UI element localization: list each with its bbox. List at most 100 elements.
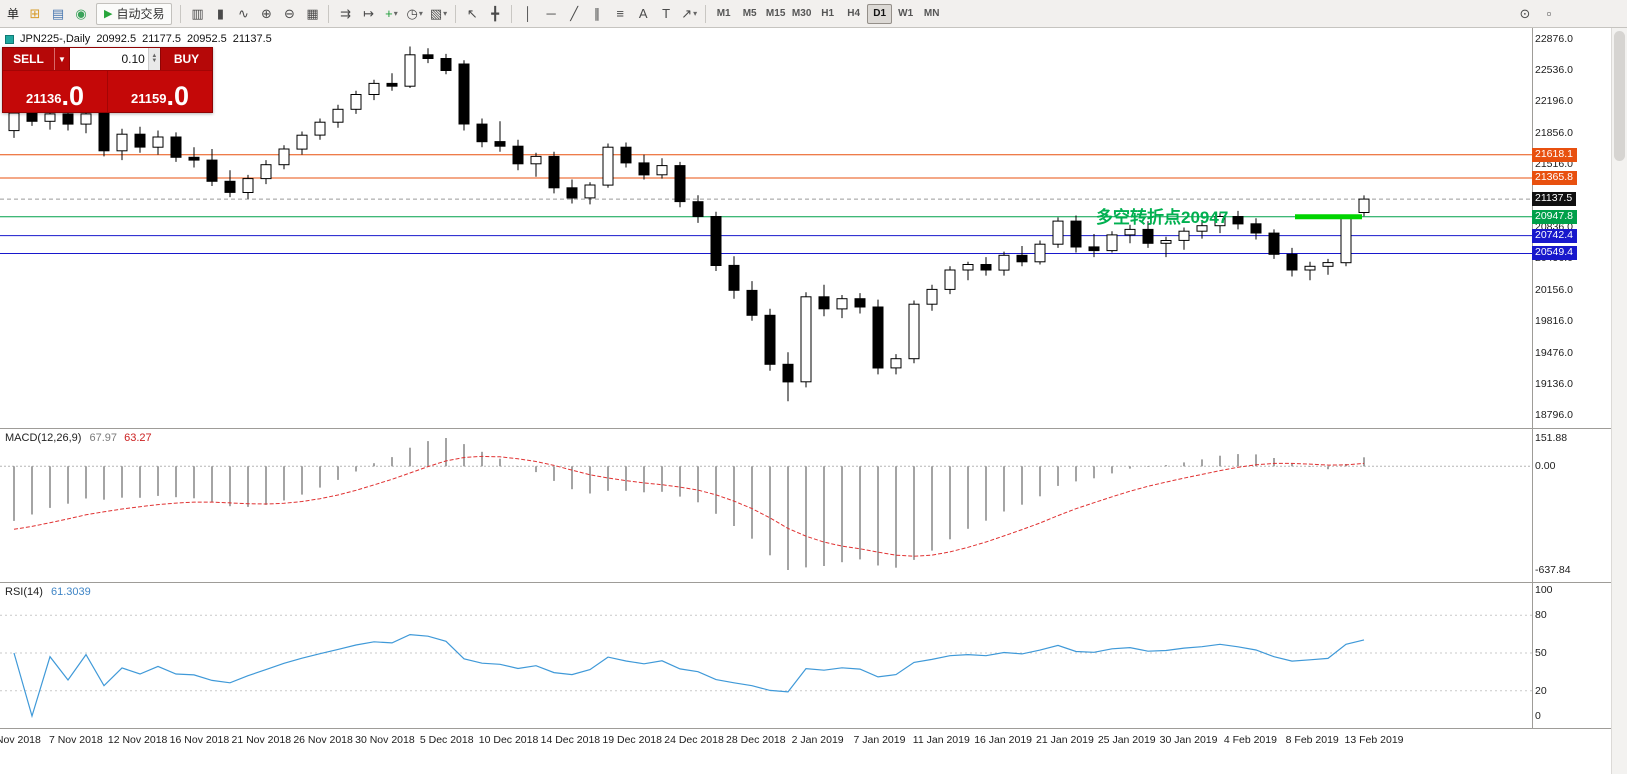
volume-input[interactable] xyxy=(70,48,148,70)
candle xyxy=(620,142,632,168)
candle xyxy=(566,179,578,204)
volume-stepper[interactable]: ▲ ▼ xyxy=(147,48,160,70)
candle xyxy=(1196,222,1208,239)
candle xyxy=(1250,218,1262,240)
chevron-down-icon: ▾ xyxy=(393,9,398,18)
date-label: 24 Dec 2018 xyxy=(664,734,724,746)
crosshair-button[interactable]: ╋ xyxy=(484,3,506,25)
price-chart-canvas[interactable] xyxy=(0,28,1532,428)
timeframe-h1-button[interactable]: H1 xyxy=(821,8,835,19)
price-badge: 21365.8 xyxy=(1532,171,1577,186)
candle xyxy=(656,158,668,179)
rsi-tick: 50 xyxy=(1535,647,1547,659)
candle xyxy=(1088,234,1100,258)
toolbar-separator xyxy=(705,4,707,23)
price-tick: 22536.0 xyxy=(1535,63,1573,76)
periods-button[interactable]: ◷ ▾ xyxy=(403,3,425,25)
tile-windows-button[interactable]: ▦ xyxy=(301,3,323,25)
symbol-info: JPN225-,Daily 20992.5 21177.5 20952.5 21… xyxy=(5,33,272,45)
candle xyxy=(836,295,848,319)
timeframe-m5-button[interactable]: M5 xyxy=(742,8,757,19)
vertical-scrollbar[interactable] xyxy=(1611,28,1627,774)
date-label: 12 Nov 2018 xyxy=(107,734,168,746)
timeframe-m1-button[interactable]: M1 xyxy=(716,8,731,19)
chevron-down-icon: ▾ xyxy=(418,9,423,18)
toolbar-right-group: ⊙ ▫ xyxy=(1514,3,1560,25)
label-button[interactable]: T xyxy=(655,3,677,25)
candle xyxy=(332,104,344,128)
trade-options-dropdown[interactable]: ▼ xyxy=(55,48,70,70)
autotrade-button[interactable]: ▶ 自动交易 xyxy=(96,2,173,25)
candle xyxy=(1286,247,1298,277)
date-label: 10 Dec 2018 xyxy=(478,734,539,746)
menu-button[interactable]: 单 xyxy=(6,7,19,21)
shapes-button[interactable]: ↗ ▾ xyxy=(678,3,700,25)
candlestick-button[interactable]: ▮ xyxy=(209,3,231,25)
candle xyxy=(1052,217,1064,248)
line-chart-button[interactable]: ∿ xyxy=(232,3,254,25)
timeframe-m15-button[interactable]: M15 xyxy=(765,8,786,19)
indicators-button[interactable]: + ▾ xyxy=(380,3,402,25)
candle xyxy=(890,354,902,375)
toolbar-separator xyxy=(455,4,457,23)
pane-separator xyxy=(0,728,1611,729)
candle xyxy=(170,132,182,162)
templates-button[interactable]: ▧ ▾ xyxy=(427,3,450,25)
cursor-button[interactable]: ↖ xyxy=(461,3,483,25)
macd-tick: 151.88 xyxy=(1535,432,1568,444)
bar-chart-button[interactable]: ▥ xyxy=(186,3,208,25)
buy-button[interactable]: BUY xyxy=(160,48,212,70)
search-button[interactable]: ⊙ xyxy=(1514,3,1536,25)
timeframe-d1-button[interactable]: D1 xyxy=(867,3,893,24)
price-tick: 18796.0 xyxy=(1535,409,1573,422)
candle xyxy=(1304,261,1316,281)
auto-scroll-button[interactable]: ⇉ xyxy=(334,3,356,25)
channel-button[interactable]: ∥ xyxy=(586,3,608,25)
zoom-in-button[interactable]: ⊕ xyxy=(255,3,277,25)
pane-separator[interactable] xyxy=(0,582,1611,583)
new-chart-button[interactable]: ▫ xyxy=(1538,3,1560,25)
rsi-pane-canvas[interactable] xyxy=(0,582,1532,728)
rsi-tick: 100 xyxy=(1535,584,1553,596)
timeframe-w1-button[interactable]: W1 xyxy=(898,8,914,19)
buy-price[interactable]: 21159 .0 xyxy=(108,71,212,112)
timeframe-m30-button[interactable]: M30 xyxy=(791,8,812,19)
ohlc-open: 20992.5 xyxy=(96,33,137,45)
candle xyxy=(1106,231,1118,253)
search-icon: ⊙ xyxy=(1519,5,1531,21)
date-label: 2 Nov 2018 xyxy=(0,734,41,746)
market-watch-button[interactable]: ◉ xyxy=(70,3,92,25)
chart-window-button[interactable]: ▤ xyxy=(47,3,69,25)
macd-signal-line xyxy=(13,455,1365,557)
chevron-down-icon: ▾ xyxy=(443,9,448,18)
trendline-button[interactable]: ╱ xyxy=(563,3,585,25)
one-click-trade-panel: SELL ▼ ▲▼ BUY 21136 .0 21159 .0 xyxy=(2,47,213,113)
text-button[interactable]: A xyxy=(632,3,654,25)
fibonacci-icon: ≡ xyxy=(616,6,624,21)
chart-shift-button[interactable]: ↦ xyxy=(357,3,379,25)
macd-pane-canvas[interactable] xyxy=(0,428,1532,582)
candle xyxy=(188,147,200,168)
candle xyxy=(116,128,128,161)
sell-button[interactable]: SELL xyxy=(3,48,55,70)
zoom-out-icon: ⊖ xyxy=(284,5,295,21)
scrollbar-thumb[interactable] xyxy=(1614,31,1625,161)
candle xyxy=(1034,240,1046,265)
candlestick-icon: ▮ xyxy=(216,5,225,21)
new-chart-icon: ▫ xyxy=(1546,6,1552,21)
horizontal-line-button[interactable]: ─ xyxy=(540,3,562,25)
new-order-button[interactable]: ⊞ xyxy=(24,3,46,25)
annotation-text[interactable]: 多空转折点20947 xyxy=(1096,208,1229,227)
crosshair-icon: ╋ xyxy=(491,5,500,21)
timeframe-mn-button[interactable]: MN xyxy=(923,8,940,19)
line-chart-icon: ∿ xyxy=(238,5,249,21)
candle xyxy=(1016,246,1028,267)
sell-price[interactable]: 21136 .0 xyxy=(3,71,107,112)
periods-icon: ◷ xyxy=(406,5,418,21)
timeframe-h4-button[interactable]: H4 xyxy=(847,8,861,19)
fibonacci-button[interactable]: ≡ xyxy=(609,3,631,25)
vertical-line-button[interactable]: │ xyxy=(517,3,539,25)
zoom-out-button[interactable]: ⊖ xyxy=(278,3,300,25)
pane-separator[interactable] xyxy=(0,428,1611,429)
candle xyxy=(476,118,488,148)
